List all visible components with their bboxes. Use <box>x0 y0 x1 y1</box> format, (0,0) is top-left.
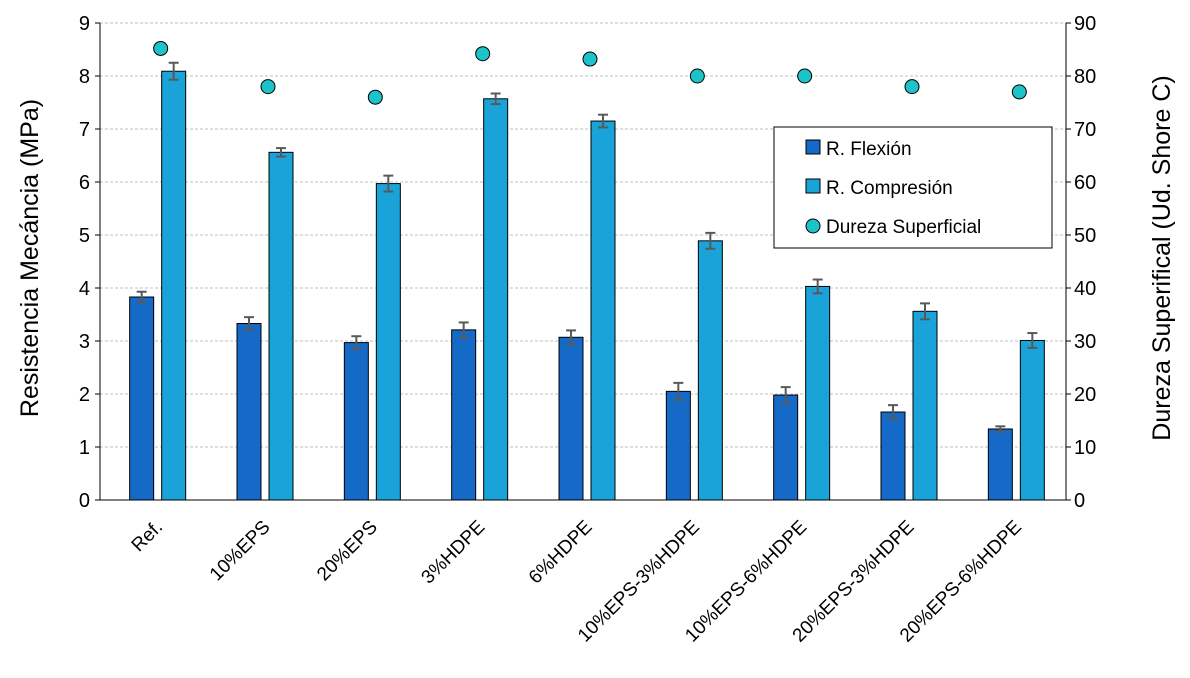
point <box>689 68 705 84</box>
point <box>1011 84 1027 100</box>
bar <box>161 70 187 501</box>
bar <box>697 240 723 501</box>
category-label: 10%EPS-3%HDPE <box>574 517 704 647</box>
axes-group <box>95 22 1071 501</box>
category-label: 6%HDPE <box>525 517 597 589</box>
legend: R. Flexión R. Compresión Dureza Superfic… <box>773 126 1053 249</box>
category-label: 20%EPS-6%HDPE <box>896 517 1026 647</box>
category-label: 20%EPS-3%HDPE <box>789 517 919 647</box>
bar <box>665 390 691 501</box>
points-group <box>153 40 1027 105</box>
bar <box>880 411 906 501</box>
bar <box>1019 339 1045 501</box>
bar <box>375 183 401 501</box>
point <box>904 79 920 95</box>
bar <box>451 329 477 501</box>
y-tick-label: 0 <box>79 490 90 512</box>
bar <box>268 151 294 501</box>
y2-tick-label: 40 <box>1074 278 1096 300</box>
legend-swatch-flexion <box>805 139 821 155</box>
category-label: Ref. <box>128 517 167 556</box>
bar <box>590 120 616 501</box>
bar <box>805 285 831 501</box>
bar <box>129 296 155 501</box>
point <box>582 51 598 67</box>
bar <box>773 394 799 501</box>
bar <box>343 342 369 501</box>
bar <box>236 323 262 501</box>
y-tick-label: 1 <box>79 437 90 459</box>
y2-tick-label: 90 <box>1074 13 1096 35</box>
y2-tick-label: 60 <box>1074 172 1096 194</box>
y2-tick-label: 30 <box>1074 331 1096 353</box>
legend-label-compresion: R. Compresión <box>826 178 953 199</box>
category-label: 3%HDPE <box>418 517 490 589</box>
y2-tick-label: 80 <box>1074 66 1096 88</box>
y-tick-label: 4 <box>79 278 90 300</box>
y-tick-label: 2 <box>79 384 90 406</box>
legend-swatch-compresion <box>805 178 821 194</box>
y-tick-label: 8 <box>79 66 90 88</box>
y-tick-label: 5 <box>79 225 90 247</box>
point <box>153 40 169 56</box>
y-tick-label: 3 <box>79 331 90 353</box>
category-label: 20%EPS <box>313 517 382 586</box>
y-tick-label: 9 <box>79 13 90 35</box>
y2-axis-title: Dureza Superifical (Ud. Shore C) <box>1148 75 1176 440</box>
point <box>797 68 813 84</box>
legend-label-dureza: Dureza Superficial <box>826 217 981 238</box>
point <box>475 46 491 62</box>
y2-tick-label: 50 <box>1074 225 1096 247</box>
bar <box>912 310 938 501</box>
y2-tick-label: 10 <box>1074 437 1096 459</box>
category-labels: Ref. 10%EPS 20%EPS 3%HDPE 6%HDPE10%EPS-3%HDP… <box>128 517 1026 647</box>
y2-tick-label: 0 <box>1074 490 1085 512</box>
y2-tick-label: 20 <box>1074 384 1096 406</box>
legend-label-flexion: R. Flexión <box>826 139 912 160</box>
y-axis-title: Resistencia Mecáncia (MPa) <box>16 99 44 417</box>
category-label: 10%EPS-6%HDPE <box>681 517 811 647</box>
legend-marker-dureza <box>805 218 821 234</box>
category-label: 10%EPS <box>206 517 275 586</box>
point <box>260 79 276 95</box>
bar <box>558 336 584 501</box>
y-tick-label: 7 <box>79 119 90 141</box>
point <box>367 89 383 105</box>
y-tick-label: 6 <box>79 172 90 194</box>
y2-tick-label: 70 <box>1074 119 1096 141</box>
bar <box>483 98 509 501</box>
bar <box>987 428 1013 501</box>
